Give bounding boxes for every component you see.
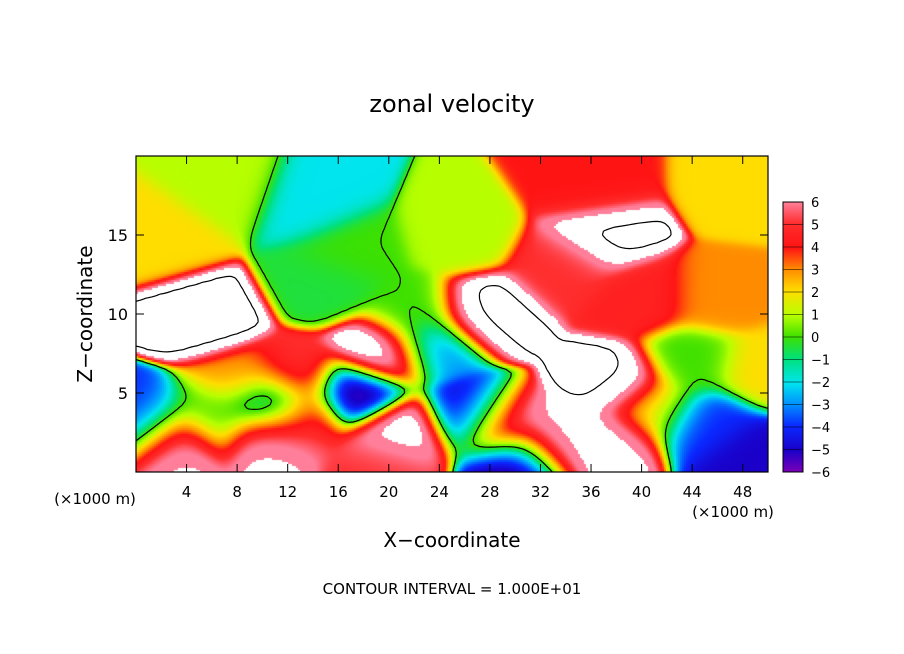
colorbar-label: 5: [811, 219, 819, 234]
x-tick-label: 28: [480, 483, 499, 501]
velocity-field: [136, 156, 768, 472]
colorbar-label: −2: [811, 376, 830, 391]
x-tick-label: 12: [278, 483, 297, 501]
x-tick-label: 32: [531, 483, 550, 501]
y-axis-label: Z−coordinate: [73, 245, 97, 382]
colorbar-label: 1: [811, 309, 819, 324]
x-tick-label: 16: [329, 483, 348, 501]
x-tick-label: 48: [733, 483, 752, 501]
colorbar-label: −4: [811, 421, 830, 436]
colorbar-label: 3: [811, 264, 819, 279]
y-tick-label: 15: [108, 226, 128, 245]
colorbar-label: 0: [811, 331, 819, 346]
colorbar-label: 6: [811, 196, 819, 211]
x-tick-label: 8: [232, 483, 242, 501]
colorbar-label: 2: [811, 286, 819, 301]
contour-line: [136, 156, 768, 472]
colorbar-label: −1: [811, 354, 830, 369]
y-tick-label: 5: [118, 384, 128, 403]
x-tick-label: 36: [581, 483, 600, 501]
x-axis: 4 8 12 16 20 24 28 32 36 40 44 48: [182, 156, 752, 501]
x-tick-label: 40: [632, 483, 651, 501]
colorbar-label: −3: [811, 399, 830, 414]
contour-lines: [136, 156, 768, 472]
colorbar-labels: 6 5 4 3 2 1 0 −1 −2 −3 −4 −5 −6: [783, 196, 830, 481]
x-tick-label: 44: [683, 483, 702, 501]
y-axis: 5 10 15: [108, 226, 768, 403]
chart-title: zonal velocity: [369, 90, 534, 118]
x-tick-label: 24: [430, 483, 449, 501]
colorbar-label: −6: [811, 466, 830, 481]
contour-line: [136, 220, 672, 396]
y-tick-label: 10: [108, 305, 128, 324]
x-axis-label: X−coordinate: [383, 528, 520, 552]
x-tick-label: 20: [379, 483, 398, 501]
colorbar-label: −5: [811, 444, 830, 459]
contour-interval-note: CONTOUR INTERVAL = 1.000E+01: [323, 580, 582, 598]
x-unit-label-left: (×1000 m): [54, 490, 136, 508]
colorbar-label: 4: [811, 241, 819, 256]
x-unit-label-right: (×1000 m): [692, 503, 774, 521]
x-tick-label: 4: [182, 483, 192, 501]
